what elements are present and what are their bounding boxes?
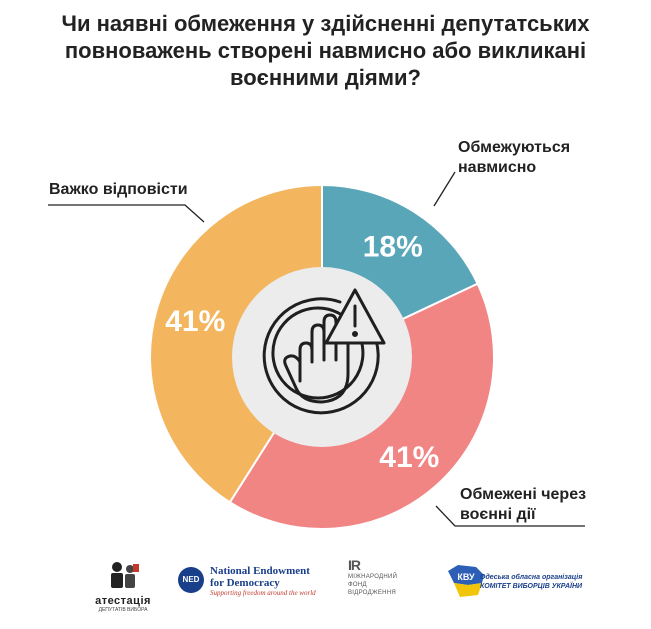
logo-text: ВІДРОДЖЕННЯ (348, 590, 397, 596)
logo-text: Одеська обласна організація (480, 574, 583, 581)
logo-text: атестація (95, 595, 151, 607)
ned-badge: NED (178, 567, 204, 593)
slice-label: навмисно (458, 159, 537, 176)
logo-subtext: ДЕПУТАТІВ ВИБОРА (98, 607, 148, 613)
hand-warning-icon (262, 288, 386, 415)
sponsor-logos: атестація ДЕПУТАТІВ ВИБОРА NED National … (0, 555, 651, 625)
logo-text: for Democracy (210, 577, 280, 589)
leader-line-slice-2 (48, 204, 205, 223)
logo-text: National Endowment (210, 565, 310, 577)
logo-tagline: Supporting freedom around the world (210, 589, 316, 597)
cvu-logo: КВУ Одеська обласна організація КОМІТЕТ … (446, 563, 586, 603)
donut-chart: 18% 41% 41% (48, 171, 585, 530)
slice-label: Обмежені через (460, 486, 587, 503)
callout-slice-1: Обмежені через воєнні дії (460, 485, 586, 525)
irf-mark: IR (348, 557, 361, 573)
leader-line-slice-0 (433, 171, 456, 207)
chart-title: Чи наявні обмеження у здійсненні депутат… (0, 10, 651, 91)
logo-text: ФОНД (348, 582, 367, 588)
leader-line-slice-1 (435, 505, 585, 527)
logo-text: КОМІТЕТ ВИБОРЦІВ УКРАЇНИ (480, 583, 583, 590)
slice-label: воєнні дії (460, 506, 536, 523)
callout-slice-2: Важко відповісти (49, 180, 188, 200)
cvu-mark: КВУ (457, 572, 475, 582)
slice-value-label-0: 18% (363, 231, 423, 264)
title-line: Чи наявні обмеження у здійсненні депутат… (61, 11, 590, 36)
people-icon (111, 562, 139, 588)
title-line: воєнними діями? (230, 65, 421, 90)
center-disc (232, 267, 412, 447)
callout-slice-0: Обмежуються навмисно (458, 138, 570, 178)
ukraine-map-icon: КВУ (448, 565, 484, 597)
irf-logo: IR МІЖНАРОДНИЙ ФОНД ВІДРОДЖЕННЯ (348, 557, 418, 597)
logo-text: МІЖНАРОДНИЙ (348, 574, 398, 580)
slice-value-label-1: 41% (379, 441, 439, 474)
title-line: повноважень створені навмисно або виклик… (64, 38, 587, 63)
slice-label: Обмежуються (458, 139, 571, 156)
slice-label: Важко відповісти (49, 181, 188, 198)
slice-value-label-2: 41% (165, 305, 225, 338)
atestatsiya-logo: атестація ДЕПУТАТІВ ВИБОРА (88, 560, 158, 613)
